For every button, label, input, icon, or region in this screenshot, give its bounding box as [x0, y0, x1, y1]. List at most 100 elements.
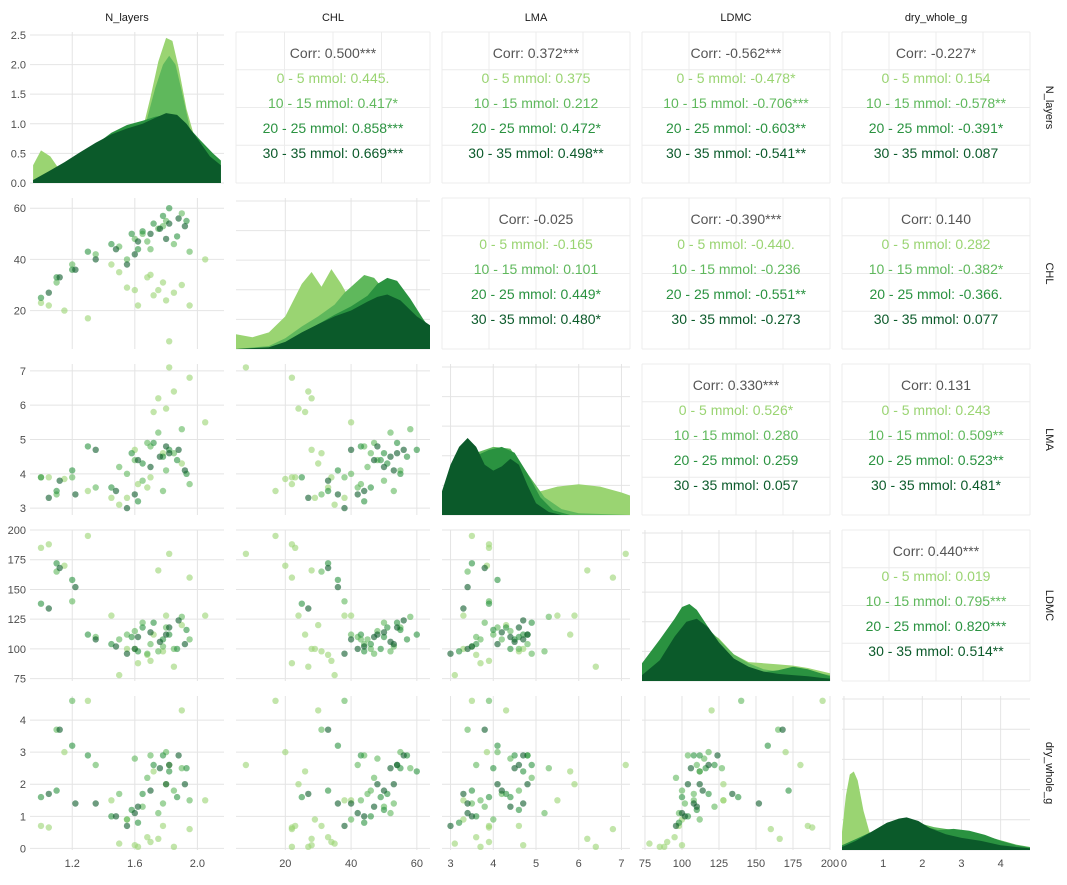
- scatter-point: [159, 279, 167, 286]
- scatter-point: [173, 456, 181, 464]
- corr-group-2: 20 - 25 mmol: 0.820***: [866, 618, 1007, 634]
- scatter-point: [92, 256, 99, 263]
- y-tick-label: 4: [20, 469, 26, 481]
- corr-group-2: 20 - 25 mmol: 0.449*: [471, 286, 602, 302]
- panel-LDMC-LMA: [442, 529, 630, 681]
- scatter-point: [61, 748, 68, 756]
- scatter-point: [288, 843, 296, 850]
- scatter-point: [393, 624, 401, 631]
- scatter-point: [178, 460, 185, 467]
- scatter-point: [315, 707, 322, 714]
- scatter-point: [288, 574, 296, 581]
- scatter-point: [494, 640, 501, 648]
- scatter-point: [592, 663, 599, 670]
- scatter-point: [347, 612, 355, 619]
- scatter-point: [144, 238, 151, 245]
- scatter-point: [108, 261, 115, 268]
- scatter-point: [687, 765, 695, 772]
- scatter-point: [170, 663, 178, 670]
- scatter-point: [147, 246, 154, 253]
- scatter-point: [295, 612, 302, 619]
- y-tick-label: 3: [20, 503, 26, 515]
- density-LDMC-group-3: [642, 618, 830, 681]
- scatter-point: [357, 752, 365, 759]
- scatter-point: [37, 474, 45, 481]
- scatter-point: [407, 613, 414, 620]
- scatter-point: [155, 567, 162, 574]
- scatter-point: [301, 631, 309, 638]
- scatter-point: [334, 467, 342, 474]
- scatter-point: [797, 761, 804, 769]
- scatter-point: [69, 742, 76, 749]
- scatter-point: [175, 446, 182, 453]
- scatter-point: [407, 426, 414, 433]
- scatter-point: [464, 645, 471, 653]
- scatter-point: [502, 624, 510, 631]
- scatter-point: [324, 726, 332, 733]
- scatter-point: [341, 494, 348, 501]
- corr-group-3: 30 - 35 mmol: 0.057: [674, 477, 799, 493]
- scatter-point: [123, 470, 131, 477]
- scatter-point: [468, 697, 476, 704]
- scatter-point: [584, 567, 591, 574]
- y-tick-label: 125: [8, 614, 26, 626]
- scatter-point: [173, 793, 181, 801]
- scatter-point: [147, 629, 154, 636]
- scatter-point: [720, 781, 727, 788]
- scatter-point: [45, 494, 52, 501]
- scatter-point: [334, 576, 342, 584]
- scatter-point: [84, 248, 92, 255]
- scatter-point: [311, 816, 319, 823]
- scatter-point: [166, 550, 173, 557]
- scatter-point: [324, 651, 332, 658]
- scatter-point: [646, 840, 653, 847]
- scatter-point: [147, 230, 154, 237]
- scatter-point: [672, 822, 680, 830]
- corr-group-1: 10 - 15 mmol: 0.280: [674, 427, 799, 443]
- scatter-point: [347, 419, 355, 426]
- scatter-point: [571, 781, 578, 788]
- scatter-point: [288, 660, 296, 667]
- scatter-point: [170, 388, 178, 395]
- scatter-point: [72, 266, 79, 273]
- scatter-point: [131, 491, 138, 498]
- scatter-point: [301, 768, 309, 775]
- scatter-point: [511, 752, 518, 759]
- scatter-point: [567, 631, 574, 638]
- scatter-point: [494, 781, 501, 788]
- row-header-CHL: CHL: [1043, 262, 1055, 284]
- corr-group-0: 0 - 5 mmol: -0.478*: [676, 70, 796, 86]
- scatter-point: [498, 636, 505, 643]
- scatter-point: [341, 598, 348, 605]
- scatter-point: [202, 419, 209, 426]
- scatter-point: [202, 612, 209, 619]
- y-tick-label: 1.5: [11, 89, 26, 101]
- scatter-point: [545, 613, 552, 620]
- scatter-point: [380, 477, 388, 484]
- scatter-point: [347, 631, 355, 638]
- scatter-point: [162, 405, 170, 412]
- scatter-point: [242, 550, 250, 557]
- scatter-point: [515, 822, 523, 830]
- scatter-point: [477, 843, 484, 850]
- scatter-point: [324, 477, 332, 484]
- scatter-point: [150, 768, 157, 775]
- scatter-point: [308, 446, 315, 453]
- scatter-point: [156, 765, 164, 772]
- scatter-point: [393, 439, 401, 447]
- scatter-point: [159, 800, 167, 807]
- scatter-point: [178, 621, 185, 629]
- scatter-point: [288, 825, 296, 833]
- scatter-point: [298, 600, 305, 607]
- scatter-point: [341, 612, 348, 619]
- scatter-point: [764, 742, 771, 749]
- y-tick-label: 7: [20, 366, 26, 378]
- scatter-point: [705, 790, 712, 798]
- scatter-point: [139, 619, 146, 626]
- scatter-point: [775, 726, 782, 733]
- scatter-point: [690, 752, 697, 759]
- scatter-point: [128, 450, 135, 457]
- scatter-point: [147, 463, 154, 471]
- scatter-point: [123, 645, 131, 653]
